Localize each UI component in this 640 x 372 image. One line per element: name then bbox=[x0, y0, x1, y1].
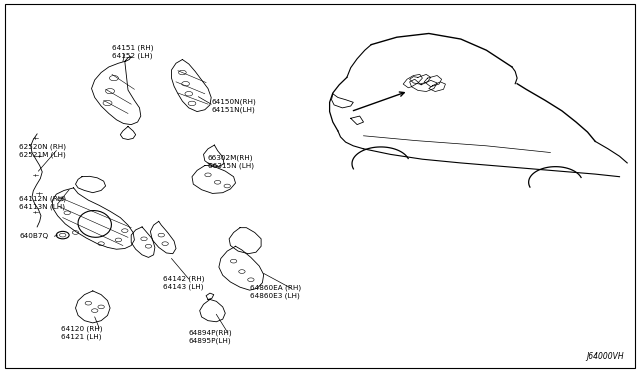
Text: 64142 (RH)
64143 (LH): 64142 (RH) 64143 (LH) bbox=[163, 276, 205, 290]
Text: 64112N (RH)
64113N (LH): 64112N (RH) 64113N (LH) bbox=[19, 196, 66, 210]
Text: J64000VH: J64000VH bbox=[586, 352, 624, 361]
Text: 64150N(RH)
64151N(LH): 64150N(RH) 64151N(LH) bbox=[211, 99, 256, 113]
Text: 64860EA (RH)
64860E3 (LH): 64860EA (RH) 64860E3 (LH) bbox=[250, 285, 301, 299]
Text: 64120 (RH)
64121 (LH): 64120 (RH) 64121 (LH) bbox=[61, 326, 102, 340]
Text: 64894P(RH)
64895P(LH): 64894P(RH) 64895P(LH) bbox=[189, 330, 232, 344]
Text: 66302M(RH)
66315N (LH): 66302M(RH) 66315N (LH) bbox=[208, 155, 254, 169]
Text: 640B7Q: 640B7Q bbox=[19, 233, 49, 239]
Text: 62520N (RH)
62521M (LH): 62520N (RH) 62521M (LH) bbox=[19, 144, 66, 158]
Text: 64151 (RH)
64152 (LH): 64151 (RH) 64152 (LH) bbox=[112, 45, 154, 59]
